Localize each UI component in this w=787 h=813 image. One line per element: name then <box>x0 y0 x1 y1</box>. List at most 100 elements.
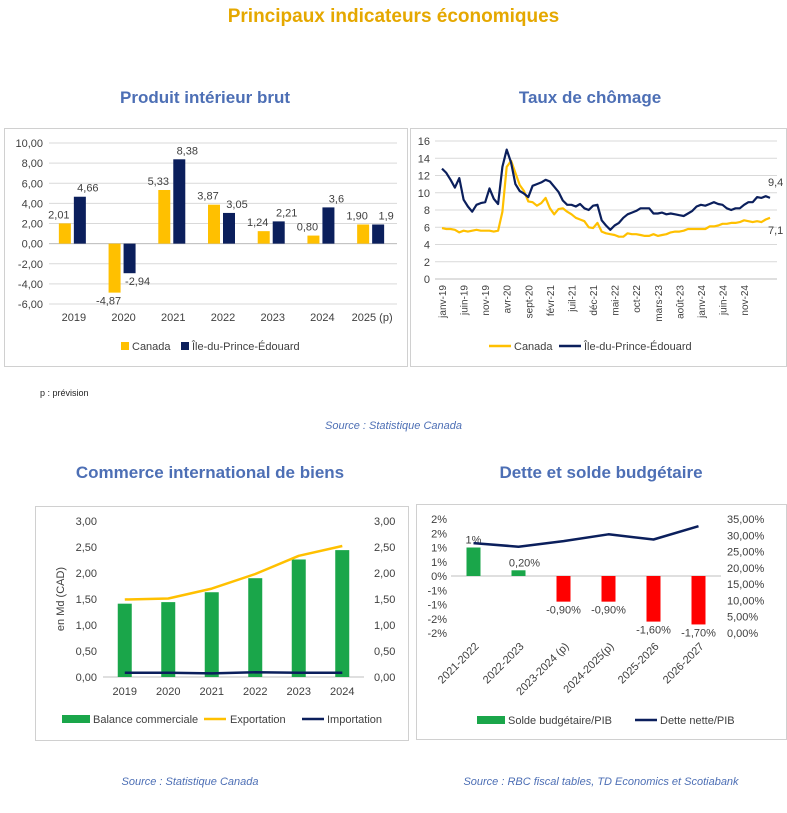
forecast-note: p : prévision <box>40 388 89 398</box>
legend-label: Canada <box>132 341 171 353</box>
data-label: 3,05 <box>226 199 247 211</box>
y-tick-label-left: 2,00 <box>76 568 97 580</box>
legend-label: Balance commerciale <box>93 714 198 726</box>
data-label: 3,6 <box>329 193 344 205</box>
legend-label: Dette nette/PIB <box>660 715 735 727</box>
x-tick-label: juin-19 <box>460 285 471 316</box>
data-label: -0,90% <box>591 605 626 617</box>
x-tick-label: 2021 <box>200 686 224 698</box>
debt-chart-title: Dette et solde budgétaire <box>499 463 703 482</box>
series-line-exports <box>124 544 343 601</box>
bar-trade-balance <box>248 578 263 677</box>
y-tick-label-right: 25,00% <box>727 547 765 559</box>
bar-budget-balance <box>691 576 706 625</box>
bar-canada <box>357 224 370 244</box>
x-tick-label: nov-19 <box>481 285 492 316</box>
y-tick-label-left: -2% <box>427 614 447 626</box>
y-tick-label-left: 1% <box>431 543 447 555</box>
bar-trade-balance <box>291 559 306 677</box>
x-tick-label: nov-24 <box>740 285 751 316</box>
y-tick-label: 2 <box>424 257 430 269</box>
x-tick-label: 2020 <box>111 312 135 324</box>
y-tick-label: 6 <box>424 222 430 234</box>
y-tick-label: 12 <box>418 171 430 183</box>
y-axis-title: en Md (CAD) <box>55 567 67 631</box>
data-label: 4,66 <box>77 183 98 195</box>
x-tick-label: janv-24 <box>697 285 708 319</box>
y-tick-label: 8,00 <box>22 158 43 170</box>
x-tick-label: avr-20 <box>503 285 514 314</box>
x-tick-label: juin-24 <box>719 285 730 316</box>
x-tick-label: mars-23 <box>654 285 665 322</box>
x-tick-label: 2023 <box>287 686 311 698</box>
x-tick-label: 2022-2023 <box>481 641 527 687</box>
y-tick-label: 10 <box>418 188 430 200</box>
data-label: -1,70% <box>681 627 716 639</box>
trade-chart: 0,00 0,00 0,50 0,50 1,00 1,00 1,50 1,50 2,00 2,00… <box>35 506 409 741</box>
data-label: -1,60% <box>636 625 671 637</box>
data-label: 1,90 <box>346 211 367 223</box>
bar-pei <box>372 224 385 244</box>
y-tick-label-left: 2,50 <box>76 542 97 554</box>
y-tick-label-left: -1% <box>427 585 447 597</box>
y-tick-label-right: 2,00 <box>374 568 395 580</box>
bar-budget-balance <box>601 576 616 602</box>
bar-pei <box>73 196 86 244</box>
source-bottom-left: Source : Statistique Canada <box>121 776 259 788</box>
x-tick-label: janv-19 <box>438 285 449 319</box>
trade-chart-title: Commerce international de biens <box>75 463 345 482</box>
legend-swatch <box>121 342 129 350</box>
y-tick-label-right: 1,50 <box>374 594 395 606</box>
y-tick-label-right: 10,00% <box>727 595 765 607</box>
data-label: 8,38 <box>177 145 198 157</box>
y-tick-label-right: 3,00 <box>374 516 395 528</box>
x-tick-label: déc-21 <box>589 285 600 316</box>
y-tick-label: -6,00 <box>18 299 43 311</box>
y-tick-label-left: 1,50 <box>76 594 97 606</box>
data-label: -0,90% <box>546 605 581 617</box>
x-tick-label: 2024 <box>330 686 354 698</box>
source-top: Source : Statistique Canada <box>325 420 462 432</box>
x-tick-label: 2022 <box>211 312 235 324</box>
legend-label: Importation <box>327 714 382 726</box>
unemployment-chart: 0 2 4 6 8 10 12 14 16 janv-19 juin-19 nov-19 avr-20 s… <box>410 128 787 367</box>
x-tick-label: 2021 <box>161 312 185 324</box>
bar-canada <box>108 243 121 293</box>
legend-swatch <box>477 716 505 724</box>
y-tick-label-right: 2,50 <box>374 542 395 554</box>
gdp-chart-title: Produit intérieur brut <box>120 88 290 107</box>
bar-canada <box>208 204 220 244</box>
y-tick-label-right: 0,00% <box>727 628 758 640</box>
legend-label: Exportation <box>230 714 286 726</box>
bar-canada <box>257 231 270 244</box>
bar-trade-balance <box>204 592 219 677</box>
legend-swatch <box>62 715 90 723</box>
bar-canada <box>307 235 320 244</box>
series-line-pei <box>441 148 771 231</box>
y-tick-label: 4 <box>424 240 430 252</box>
x-tick-label: mai-22 <box>611 285 622 316</box>
x-tick-label: févr-21 <box>546 285 557 317</box>
unemployment-chart-title: Taux de chômage <box>518 88 662 107</box>
bar-budget-balance <box>646 576 661 622</box>
data-label: 0,20% <box>509 557 540 569</box>
bar-pei <box>223 212 235 244</box>
data-label: 3,87 <box>197 191 218 203</box>
x-tick-label: 2026-2027 <box>661 641 707 687</box>
y-tick-label: 6,00 <box>22 178 43 190</box>
y-tick-label-right: 1,00 <box>374 620 395 632</box>
y-tick-label: 14 <box>418 153 430 165</box>
y-tick-label: 4,00 <box>22 198 43 210</box>
x-tick-label: août-23 <box>675 285 686 319</box>
legend-label: Canada <box>514 341 553 353</box>
y-tick-label-right: 15,00% <box>727 579 765 591</box>
x-tick-label: 2020 <box>156 686 180 698</box>
y-tick-label-left: 2% <box>431 528 447 540</box>
y-tick-label-right: 20,00% <box>727 563 765 575</box>
bar-pei <box>173 159 186 244</box>
x-tick-label: 2024 <box>310 312 334 324</box>
y-tick-label-left: 0% <box>431 571 447 583</box>
data-label: 0,80 <box>297 222 318 234</box>
y-tick-label-right: 0,00 <box>374 672 395 684</box>
data-label: 2,21 <box>276 207 297 219</box>
